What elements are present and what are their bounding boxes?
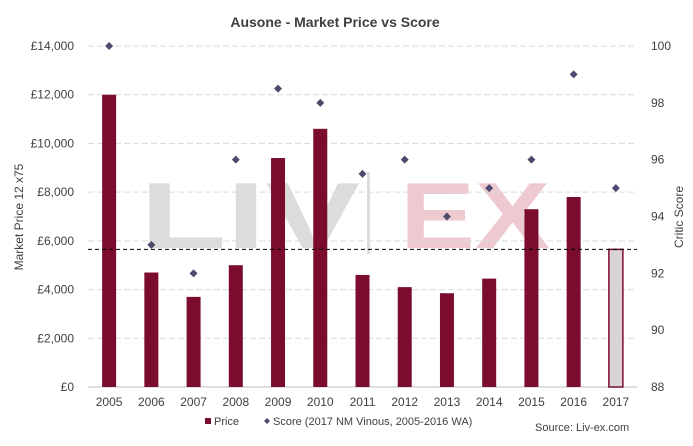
x-axis-ticks: 2005 2006 2007 2008 2009 2010 2011 2012 2013 2014… (96, 395, 630, 409)
price-bar-2010 (313, 128, 328, 388)
score-markers (105, 42, 620, 278)
score-marker-2015 (527, 155, 536, 164)
legend-price-label: Price (214, 416, 239, 428)
price-bar-2013 (439, 293, 454, 387)
y-tick-label: £14,000 (31, 39, 75, 53)
price-bar-2006 (144, 272, 159, 387)
watermark: LIV EX (140, 163, 550, 268)
watermark-liv: LIV (140, 163, 360, 268)
x-tick-label: 2017 (603, 395, 630, 409)
score-marker-2014 (485, 184, 494, 193)
score-marker-2007 (189, 269, 198, 278)
y2-tick-label: 100 (651, 39, 671, 53)
price-bar-2015 (524, 209, 539, 387)
score-marker-2008 (231, 155, 240, 164)
score-marker-2005 (105, 42, 114, 50)
x-tick-label: 2015 (518, 395, 545, 409)
source-note: Source: Liv-ex.com (535, 422, 629, 434)
price-bar-2011 (355, 274, 370, 387)
score-marker-2009 (274, 84, 283, 93)
watermark-divider (367, 172, 370, 254)
y2-tick-label: 88 (651, 380, 665, 394)
x-tick-label: 2009 (265, 395, 292, 409)
y-tick-label: £4,000 (37, 283, 74, 297)
legend: Price Score (2017 NM Vinous, 2005-2016 W… (205, 416, 472, 428)
price-bar-2008 (228, 265, 243, 387)
legend-score-marker (264, 418, 270, 424)
y2-axis-label: Critic Score (672, 186, 686, 248)
score-marker-2017 (611, 184, 620, 193)
price-bar-2014 (482, 278, 497, 387)
y2-tick-label: 90 (651, 323, 665, 337)
score-marker-2006 (147, 240, 156, 249)
y-tick-label: £2,000 (37, 331, 74, 345)
x-tick-label: 2008 (222, 395, 249, 409)
x-tick-label: 2013 (434, 395, 461, 409)
legend-score-label: Score (2017 NM Vinous, 2005-2016 WA) (273, 416, 472, 428)
y2-tick-label: 94 (651, 210, 665, 224)
y-axis-label: Market Price 12 x75 (12, 163, 26, 270)
price-bar-2016 (566, 197, 581, 387)
price-bar-2007 (186, 296, 201, 387)
x-tick-label: 2005 (96, 395, 123, 409)
y-axis-ticks: £0 £2,000 £4,000 £6,000 £8,000 £10,000 £12,000… (31, 39, 75, 394)
y2-tick-label: 92 (651, 266, 665, 280)
price-bar-2017 (608, 248, 624, 388)
score-marker-2011 (358, 169, 367, 178)
price-bar-2012 (397, 287, 412, 387)
chart-title: Ausone - Market Price vs Score (230, 14, 440, 30)
y-tick-label: £8,000 (37, 185, 74, 199)
score-marker-2010 (316, 98, 325, 107)
x-tick-label: 2014 (476, 395, 503, 409)
y-tick-label: £0 (61, 380, 75, 394)
price-bar-2005 (102, 94, 117, 387)
x-tick-label: 2006 (138, 395, 165, 409)
x-tick-label: 2016 (560, 395, 587, 409)
y-tick-label: £12,000 (31, 88, 75, 102)
x-tick-label: 2007 (180, 395, 207, 409)
score-marker-2016 (569, 70, 578, 79)
y2-tick-label: 98 (651, 96, 665, 110)
y-tick-label: £6,000 (37, 234, 74, 248)
y2-axis-ticks: 88 90 92 94 96 98 100 (651, 39, 671, 394)
y-tick-label: £10,000 (31, 136, 75, 150)
score-marker-2013 (442, 212, 451, 221)
x-tick-label: 2012 (391, 395, 418, 409)
x-tick-label: 2010 (307, 395, 334, 409)
x-tick-label: 2011 (350, 395, 376, 409)
legend-price-swatch (205, 418, 211, 424)
bars (102, 94, 624, 388)
price-bar-2009 (271, 158, 286, 387)
y2-tick-label: 96 (651, 153, 665, 167)
score-marker-2012 (400, 155, 409, 164)
